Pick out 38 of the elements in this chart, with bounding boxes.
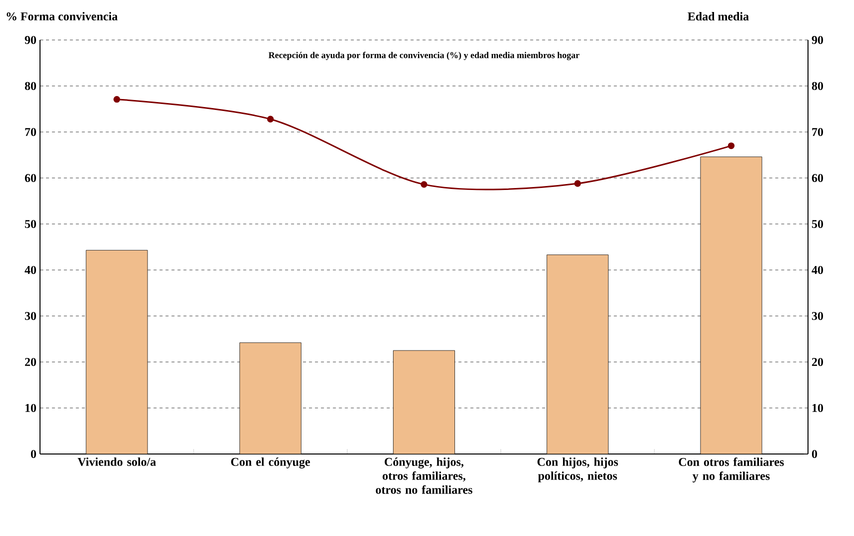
y2-tick-label: 20 [812,358,824,366]
y-tick-label: 40 [24,266,36,274]
y-tick-label: 80 [24,82,36,90]
bar [546,254,609,454]
y2-tick-label: 50 [812,220,824,228]
y-tick-label: 50 [25,220,36,228]
y2-tick-label: 0 [812,450,818,458]
x-tick-label: Con el cónyuge [231,458,310,468]
y2-tick-label: 90 [812,36,824,44]
y-tick-label: 60 [24,174,36,182]
point [574,180,581,187]
y-tick-label: 90 [24,36,36,44]
point [728,142,735,150]
point [420,181,428,188]
point [113,96,120,103]
bar [393,350,455,454]
y-tick-label: 70 [25,128,36,136]
y2-axis-title: Edad media [688,12,749,20]
x-tick-label: Viviendo solo/a [78,458,156,466]
y2-tick-label: 10 [812,404,824,412]
bar [86,250,148,454]
y-axis-title: % Forma convivencia [6,12,118,20]
text: Recepción de ayuda por forma de convivencia (%) y edad media miembros hogar [268,52,580,60]
y2-tick-label: 40 [812,266,824,274]
y2-tick-label: 70 [812,128,824,136]
x-tick-label: Con hijos, hijos políticos, nietos [537,458,618,482]
y-tick-label: 20 [25,358,36,366]
bar [239,342,302,454]
y-tick-label: 30 [24,312,36,320]
y2-tick-label: 30 [812,312,824,320]
point [267,116,274,122]
bar [700,156,762,454]
y-tick-label: 0 [30,450,36,458]
y-tick-label: 10 [25,404,36,412]
y2-tick-label: 60 [812,174,824,182]
y2-tick-label: 80 [812,82,824,90]
x-tick-label: Cónyuge, hijos, otros familiares, otros no familiares [376,458,472,494]
x-tick-label: Con otros familiares y no familiares [678,458,784,482]
